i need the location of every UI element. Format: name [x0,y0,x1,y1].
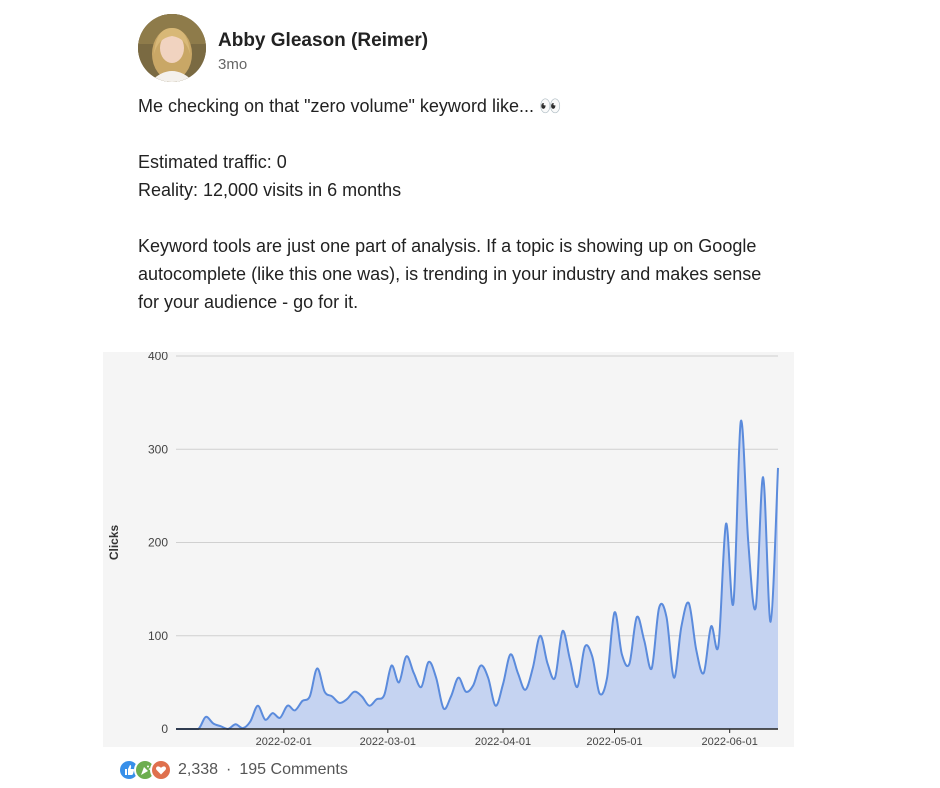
x-tick-label: 2022-03-01 [360,736,416,747]
y-tick-label: 300 [148,442,168,456]
author-name[interactable]: Abby Gleason (Reimer) [218,30,429,51]
x-tick-label: 2022-02-01 [256,736,312,747]
post-body: Me checking on that "zero volume" keywor… [138,92,778,316]
post-timestamp[interactable]: 3mo [218,56,248,73]
y-tick-label: 200 [148,536,168,550]
x-tick-label: 2022-04-01 [475,736,531,747]
avatar-photo [138,14,206,82]
love-icon [150,759,172,781]
x-tick-label: 2022-06-01 [702,736,758,747]
author-avatar[interactable] [138,14,206,82]
post-line: Reality: 12,000 visits in 6 months [138,180,402,200]
reaction-count[interactable]: 2,338 [178,761,219,778]
post-line: Keyword tools are just one part of analy… [138,236,767,312]
reactions-bar[interactable]: 2,338 · 195 Comments [118,758,348,782]
y-tick-label: 400 [148,352,168,363]
y-axis-label: Clicks [107,524,121,560]
clicks-chart: 0 100 200 300 400 2022-02-01 2022-03-01 2022-04… [103,352,794,747]
post-line: Me checking on that "zero volume" keywor… [138,96,562,116]
clicks-chart-svg: 0 100 200 300 400 2022-02-01 2022-03-01 2022-04… [107,352,779,747]
post-line: Estimated traffic: 0 [138,152,287,172]
comments-link[interactable]: 195 Comments [239,761,348,778]
x-tick-label: 2022-05-01 [586,736,642,747]
y-tick-label: 0 [161,722,168,736]
clicks-area-fill [176,420,778,729]
footer-separator: · [226,761,232,778]
y-tick-label: 100 [148,629,168,643]
clicks-series-line [176,419,779,731]
